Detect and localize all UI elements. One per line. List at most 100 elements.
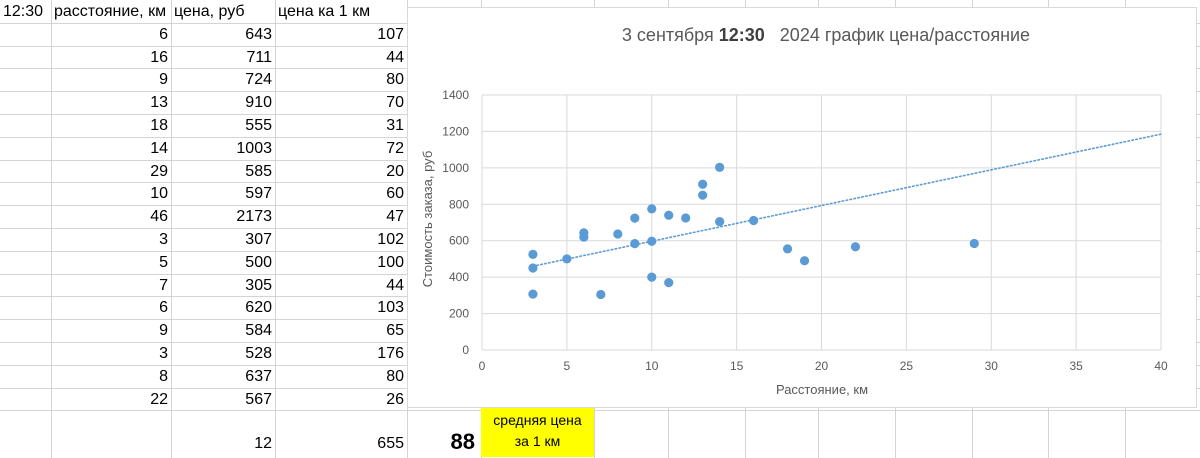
data-point	[799, 256, 810, 266]
x-tick-label: 15	[730, 359, 744, 373]
cell-price-per-km[interactable]: 65	[386, 322, 404, 339]
data-point	[698, 179, 708, 189]
cell-price[interactable]: 305	[245, 277, 272, 294]
cell-distance[interactable]: 29	[150, 163, 168, 180]
chart-title-time: 12:30	[719, 25, 765, 45]
cell-price-per-km[interactable]: 80	[386, 71, 404, 88]
cell-price[interactable]: 500	[245, 254, 272, 271]
cell-price[interactable]: 307	[245, 231, 272, 248]
data-points	[528, 162, 979, 300]
cell-price-per-km[interactable]: 44	[386, 277, 404, 294]
cell-price[interactable]: 567	[245, 391, 272, 408]
data-point	[681, 213, 691, 223]
summary-cell-price[interactable]: 655	[377, 435, 404, 452]
cell-price[interactable]: 585	[245, 163, 272, 180]
x-tick-label: 35	[1069, 359, 1083, 373]
x-axis-ticks: 0 5 10 15 20 25 30 35 40	[479, 359, 1168, 373]
cell-price[interactable]: 910	[245, 94, 272, 111]
column-gridline	[51, 0, 52, 458]
data-point	[647, 236, 657, 246]
y-tick-label: 1200	[442, 124, 469, 138]
cell-price[interactable]: 2173	[236, 208, 272, 225]
cell-price-per-km[interactable]: 31	[386, 117, 404, 134]
cell-price-per-km[interactable]: 176	[377, 345, 404, 362]
cell-distance[interactable]: 8	[159, 368, 168, 385]
cell-distance[interactable]: 5	[159, 254, 168, 271]
cell-price[interactable]: 597	[245, 185, 272, 202]
cell-distance[interactable]: 46	[150, 208, 168, 225]
cell-distance[interactable]: 7	[159, 277, 168, 294]
x-tick-label: 40	[1154, 359, 1168, 373]
average-price-label-line1: средняя цена	[493, 412, 582, 428]
cell-price-per-km[interactable]: 103	[377, 299, 404, 316]
cell-price[interactable]: 528	[245, 345, 272, 362]
trendline-layer	[532, 133, 1162, 268]
chart-title-rest: 2024 график цена/расстояние	[765, 25, 1030, 45]
cell-distance[interactable]: 10	[150, 185, 168, 202]
y-tick-label: 1400	[442, 88, 469, 102]
cell-distance[interactable]: 18	[150, 117, 168, 134]
cell-price[interactable]: 643	[245, 26, 272, 43]
y-axis-ticks: 0 200 400 600 800 1000 1200 1400	[442, 88, 469, 357]
cell-price-per-km[interactable]: 107	[377, 26, 404, 43]
cell-price-per-km[interactable]: 60	[386, 185, 404, 202]
summary-cell-distance[interactable]: 12	[254, 435, 272, 452]
cell-price-per-km[interactable]: 70	[386, 94, 404, 111]
header-cell-price-per-km[interactable]: цена ка 1 км	[278, 3, 371, 20]
cell-distance[interactable]: 22	[150, 391, 168, 408]
y-tick-label: 1000	[442, 161, 469, 175]
data-point	[613, 229, 623, 239]
cell-price[interactable]: 724	[245, 71, 272, 88]
average-price-label-line2: за 1 км	[514, 433, 561, 449]
cell-price[interactable]: 620	[245, 299, 272, 316]
cell-price[interactable]: 637	[245, 368, 272, 385]
cell-price[interactable]: 1003	[236, 140, 272, 157]
cell-distance[interactable]: 9	[159, 322, 168, 339]
cell-price-per-km[interactable]: 20	[386, 163, 404, 180]
cell-price[interactable]: 555	[245, 117, 272, 134]
cell-price[interactable]: 711	[246, 49, 272, 66]
cell-price-per-km[interactable]: 26	[386, 391, 404, 408]
data-point	[664, 278, 674, 288]
cell-price-per-km[interactable]: 102	[377, 231, 404, 248]
data-point	[528, 289, 538, 299]
data-point	[664, 210, 674, 220]
data-point	[630, 239, 640, 249]
header-cell-time[interactable]: 12:30	[3, 3, 44, 20]
cell-distance[interactable]: 9	[159, 71, 168, 88]
cell-price-per-km[interactable]: 72	[386, 140, 404, 157]
column-gridline	[171, 0, 172, 458]
data-point	[647, 272, 657, 282]
x-tick-label: 25	[900, 359, 914, 373]
data-point	[715, 216, 725, 227]
data-point	[647, 204, 657, 214]
cell-distance[interactable]: 14	[150, 140, 168, 157]
data-point	[630, 213, 640, 223]
cell-distance[interactable]: 3	[159, 231, 168, 248]
data-point	[562, 254, 572, 264]
chart-object[interactable]: 3 сентября 12:30 2024 график цена/рассто…	[407, 7, 1197, 408]
x-tick-label: 10	[645, 359, 659, 373]
cell-price-per-km[interactable]: 44	[386, 49, 404, 66]
cell-price-per-km[interactable]: 100	[377, 254, 404, 271]
cell-distance[interactable]: 6	[159, 26, 168, 43]
y-tick-label: 0	[462, 343, 469, 357]
header-cell-price[interactable]: цена, руб	[174, 3, 245, 20]
cell-price[interactable]: 584	[245, 322, 272, 339]
data-point	[749, 215, 759, 226]
data-point	[969, 238, 979, 249]
cell-distance[interactable]: 13	[150, 94, 168, 111]
cell-price-per-km[interactable]: 80	[386, 368, 404, 385]
row-gridline	[0, 410, 1200, 411]
cell-price-per-km[interactable]: 47	[386, 208, 404, 225]
y-tick-label: 200	[449, 307, 469, 321]
average-price-per-km-value[interactable]: 88	[450, 429, 475, 454]
cell-distance[interactable]: 6	[159, 299, 168, 316]
linear-trendline	[532, 133, 1162, 268]
header-cell-distance[interactable]: расстояние, км	[54, 3, 167, 20]
cell-distance[interactable]: 3	[159, 345, 168, 362]
data-point	[528, 249, 538, 259]
average-price-label-cell[interactable]: средняя цена за 1 км	[481, 407, 594, 457]
cell-distance[interactable]: 16	[150, 49, 168, 66]
